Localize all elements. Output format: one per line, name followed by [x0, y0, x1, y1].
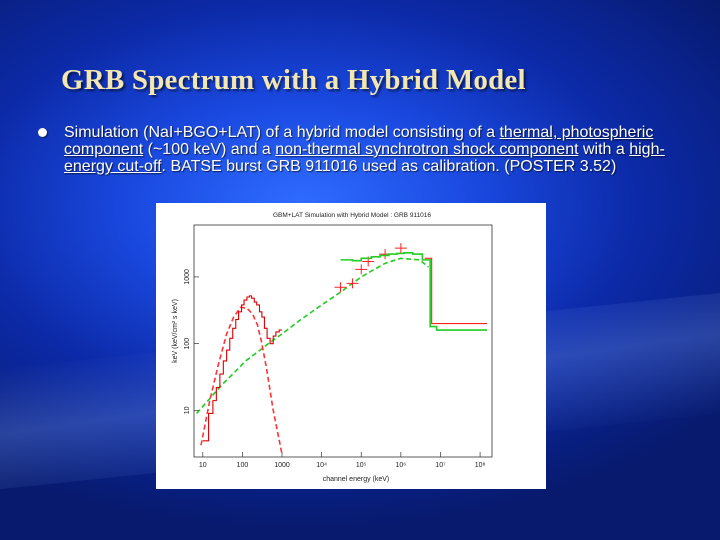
link-synchrotron-component: non-thermal synchrotron shock component: [275, 141, 579, 158]
spectrum-figure: GBM+LAT Simulation with Hybrid Model : G…: [156, 203, 546, 489]
plot-series: [196, 243, 488, 455]
x-axis-label: channel energy (keV): [323, 476, 390, 483]
link-thermal-component: thermal, photospheric component: [64, 124, 654, 158]
bullet-text: Simulation (NaI+BGO+LAT) of a hybrid mod…: [64, 124, 674, 175]
x-tick-label-1: 100: [237, 462, 249, 469]
series-3-data-point-5: [394, 243, 407, 254]
series-3-data: [334, 243, 407, 293]
link-cutoff: high-energy cut-off: [64, 141, 665, 175]
series-0-model: [196, 257, 430, 414]
series-1-model: [200, 306, 283, 455]
bullet-text-part-3: with a: [578, 141, 630, 158]
bullet-text-part-1: Simulation (NaI+BGO+LAT) of a hybrid mod…: [64, 124, 500, 141]
x-tick-label-6: 10⁷: [435, 462, 446, 469]
series-3-data-point-2: [355, 264, 368, 275]
x-tick-label-5: 10⁶: [396, 462, 407, 469]
bullet-item: Simulation (NaI+BGO+LAT) of a hybrid mod…: [34, 124, 674, 175]
series-5-data: [424, 257, 488, 325]
series-3-data-point-1: [346, 278, 359, 289]
axis-ticks: 10 100 1000 10⁴ 10⁵ 10⁶ 10⁷ 10⁸ 10 100 1000: [184, 269, 485, 469]
plot-title: GBM+LAT Simulation with Hybrid Model : G…: [273, 212, 431, 219]
y-tick-label-2: 1000: [184, 269, 191, 285]
series-4-model: [340, 251, 488, 331]
y-tick-label-1: 100: [184, 338, 191, 350]
series-3-data-point-0: [334, 282, 347, 293]
x-tick-label-3: 10⁴: [316, 462, 327, 469]
x-tick-label-7: 10⁸: [475, 462, 486, 469]
x-tick-label-0: 10: [199, 462, 207, 469]
x-tick-label-4: 10⁵: [356, 462, 367, 469]
y-tick-label-0: 10: [184, 406, 191, 414]
slide-title: GRB Spectrum with a Hybrid Model: [61, 64, 526, 96]
plot-frame: [193, 224, 493, 458]
bullet-text-part-4: . BATSE burst GRB 911016 used as calibra…: [161, 158, 617, 175]
spectrum-plot: GBM+LAT Simulation with Hybrid Model : G…: [172, 212, 493, 483]
y-axis-label: keV (keV/cm² s keV): [172, 299, 179, 363]
bullet-dot-icon: [38, 128, 47, 137]
x-tick-label-2: 1000: [274, 462, 290, 469]
bullet-text-part-2: (~100 keV) and a: [143, 141, 276, 158]
series-2-data: [202, 295, 283, 442]
